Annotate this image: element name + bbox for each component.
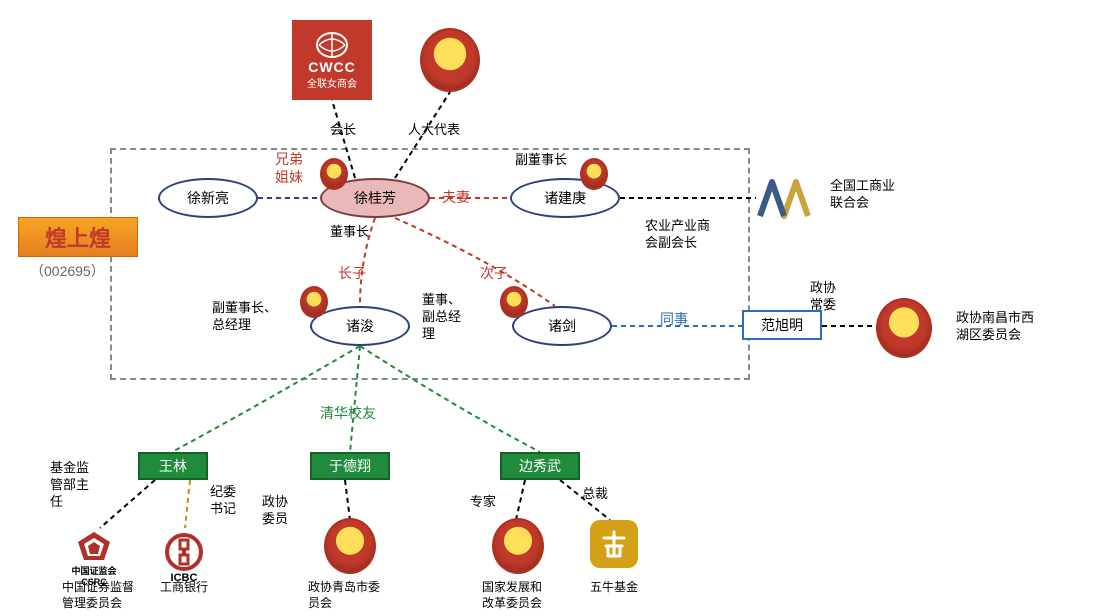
label-zhengxie_cw: 政协 常委 [810, 280, 836, 314]
node-wang_lin: 王林 [138, 452, 208, 480]
emblem_cjg-icon [580, 160, 608, 188]
ndrc_emblem-icon [492, 520, 544, 572]
label-zhangzi: 长子 [338, 264, 366, 282]
emblem_xgf-icon [320, 160, 348, 188]
wuniu-logo [590, 520, 638, 568]
label-dsfzjl: 董事、 副总经 理 [422, 292, 461, 343]
label-zongcai: 总裁 [582, 486, 608, 503]
label-cizi: 次子 [480, 264, 508, 282]
cppcc_qd-icon [324, 520, 376, 572]
label-jiwei: 纪委 书记 [210, 484, 236, 518]
label-fudongshizhang: 副董事长 [515, 152, 567, 169]
label-quanguo: 全国工商业 联合会 [830, 178, 895, 212]
label-fudszjl: 副董事长、 总经理 [212, 300, 277, 334]
label-zx_qingdao: 政协青岛市委 员会 [308, 580, 380, 611]
label-jijin: 基金监 管部主 任 [50, 460, 89, 511]
label-npc: 人大代表 [408, 122, 460, 139]
label-brothers: 兄弟 姐妹 [275, 150, 303, 186]
label-wuniu: 五牛基金 [590, 580, 638, 596]
label-tongshi: 同事 [660, 310, 688, 328]
label-ndrc: 国家发展和 改革委员会 [482, 580, 542, 611]
emblem_cj2-icon [500, 288, 528, 316]
emblem_cj-icon [300, 288, 328, 316]
node-xu_xinliang: 徐新亮 [158, 178, 258, 218]
node-yu_dexiang: 于德翔 [310, 452, 390, 480]
node-bian_xiuwu: 边秀武 [500, 452, 580, 480]
label-zhuanjia: 专家 [470, 494, 496, 511]
icbc-logo: ICBC [160, 528, 208, 588]
label-zhengxie_nc: 政协南昌市西 湖区委员会 [956, 310, 1034, 344]
csrc-logo: 中国证监会CSRC [70, 528, 118, 588]
node-fan_xuming: 范旭明 [742, 310, 822, 340]
label-dongshizhang: 董事长 [330, 224, 369, 241]
label-qinghua: 清华校友 [320, 404, 376, 422]
cppcc_emblem-icon [876, 300, 932, 356]
label-fuqi: 夫妻 [442, 188, 470, 206]
label-nongye: 农业产业商 会副会长 [645, 218, 710, 252]
emblem_top-icon [420, 30, 480, 90]
acfic-logo [756, 176, 812, 220]
cwcc-logo: CWCC全联女商会 [292, 20, 372, 100]
label-huizhanag: 会长 [330, 122, 356, 139]
huangshanghuang-logo: 煌上煌 [18, 218, 138, 256]
label-zhengxie_wy: 政协 委员 [262, 494, 288, 528]
label-stock_code: （002695） [30, 262, 105, 280]
